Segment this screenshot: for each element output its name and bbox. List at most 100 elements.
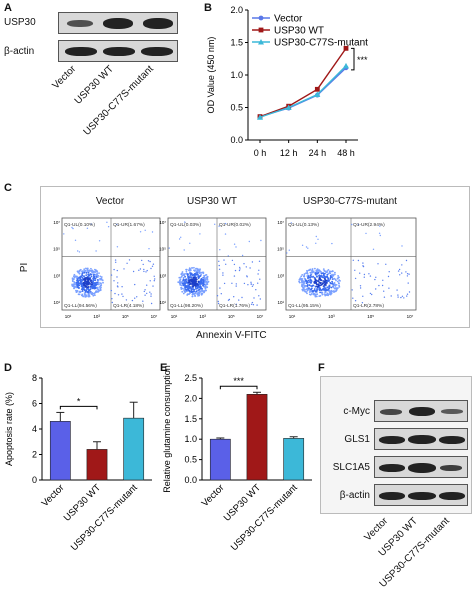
event-dot bbox=[323, 285, 326, 288]
quadrant-ll-label: Q1-LL(94.56%) bbox=[64, 303, 97, 309]
event-dot bbox=[181, 272, 183, 275]
event-dot bbox=[316, 280, 319, 282]
event-dot bbox=[219, 287, 221, 289]
event-dot bbox=[94, 294, 96, 297]
bar bbox=[283, 438, 305, 481]
event-dot bbox=[249, 267, 251, 269]
event-dot bbox=[185, 268, 188, 271]
event-dot bbox=[203, 277, 206, 280]
event-dot bbox=[115, 261, 117, 263]
event-dot bbox=[179, 283, 182, 285]
event-dot bbox=[352, 259, 354, 261]
event-dot bbox=[322, 288, 324, 291]
event-dot bbox=[96, 287, 99, 290]
event-dot bbox=[328, 286, 331, 288]
event-dot bbox=[314, 272, 317, 275]
event-dot bbox=[93, 270, 96, 273]
event-dot bbox=[354, 300, 357, 302]
event-dot bbox=[241, 296, 243, 299]
event-dot bbox=[197, 281, 200, 283]
event-dot bbox=[306, 271, 309, 273]
panel-label-a: A bbox=[4, 2, 12, 14]
series-line-2 bbox=[259, 65, 347, 118]
event-dot bbox=[83, 292, 86, 294]
event-dot bbox=[383, 290, 385, 292]
event-dot bbox=[227, 255, 229, 257]
event-dot bbox=[71, 283, 73, 286]
event-dot bbox=[406, 293, 409, 295]
event-dot bbox=[235, 246, 237, 248]
event-dot bbox=[73, 273, 76, 276]
blot-f-label-actin: β-actin bbox=[339, 490, 370, 501]
event-dot bbox=[307, 247, 309, 249]
event-dot bbox=[243, 263, 245, 265]
event-dot bbox=[146, 284, 148, 286]
event-dot bbox=[95, 274, 97, 276]
bar bbox=[123, 417, 145, 481]
event-dot bbox=[93, 279, 96, 281]
event-dot bbox=[329, 281, 332, 284]
event-dot bbox=[305, 280, 308, 283]
event-dot bbox=[306, 289, 309, 292]
event-dot bbox=[200, 286, 202, 289]
event-dot bbox=[113, 268, 115, 271]
event-dot bbox=[143, 290, 145, 293]
event-dot bbox=[379, 225, 381, 227]
event-dot bbox=[191, 267, 193, 269]
event-dot bbox=[218, 264, 220, 267]
event-dot bbox=[201, 292, 204, 295]
event-dot bbox=[193, 269, 195, 272]
event-dot bbox=[139, 231, 142, 233]
event-dot bbox=[142, 263, 144, 266]
event-dot bbox=[405, 259, 408, 262]
y-tick-label: 1.5 bbox=[184, 414, 197, 424]
event-dot bbox=[214, 223, 216, 225]
event-dot bbox=[182, 284, 185, 287]
event-dot bbox=[95, 250, 97, 252]
event-dot bbox=[195, 277, 198, 279]
event-dot bbox=[322, 276, 325, 279]
event-dot bbox=[189, 276, 192, 278]
event-dot bbox=[319, 282, 322, 284]
event-dot bbox=[315, 282, 317, 284]
event-dot bbox=[205, 274, 208, 276]
event-dot bbox=[405, 271, 407, 273]
event-dot bbox=[202, 279, 205, 281]
flow-ylabel: PI bbox=[19, 262, 31, 273]
event-dot bbox=[387, 275, 390, 278]
flow-y-tick: 10⁷ bbox=[277, 220, 284, 225]
event-dot bbox=[316, 269, 318, 271]
event-dot bbox=[331, 278, 334, 280]
event-dot bbox=[401, 295, 404, 297]
event-dot bbox=[195, 267, 197, 270]
event-dot bbox=[183, 274, 186, 277]
panel-b-chart: 0.0 0.5 1.0 1.5 2.0 0 h 12 h 24 h 48 h OD Value (… bbox=[206, 5, 368, 158]
event-dot bbox=[196, 287, 199, 290]
event-dot bbox=[329, 278, 332, 280]
event-dot bbox=[77, 293, 80, 296]
event-dot bbox=[190, 290, 193, 292]
event-dot bbox=[326, 286, 329, 289]
event-dot bbox=[83, 278, 85, 281]
data-point bbox=[343, 62, 349, 69]
event-dot bbox=[328, 287, 331, 290]
event-dot bbox=[123, 268, 125, 270]
event-dot bbox=[99, 287, 102, 290]
event-dot bbox=[90, 280, 92, 283]
event-dot bbox=[97, 274, 100, 277]
y-tick-label: 6 bbox=[32, 399, 37, 409]
flow-y-tick: 10¹ bbox=[53, 300, 60, 305]
event-dot bbox=[90, 267, 92, 270]
event-dot bbox=[200, 282, 202, 285]
event-dot bbox=[194, 295, 197, 297]
event-dot bbox=[378, 284, 380, 287]
event-dot bbox=[250, 283, 252, 285]
event-dot bbox=[259, 278, 261, 280]
event-dot bbox=[316, 272, 318, 275]
event-dot bbox=[88, 277, 90, 280]
event-dot bbox=[305, 291, 308, 293]
event-dot bbox=[372, 248, 375, 250]
event-dot bbox=[319, 291, 321, 294]
event-dot bbox=[181, 271, 184, 273]
event-dot bbox=[308, 291, 311, 293]
